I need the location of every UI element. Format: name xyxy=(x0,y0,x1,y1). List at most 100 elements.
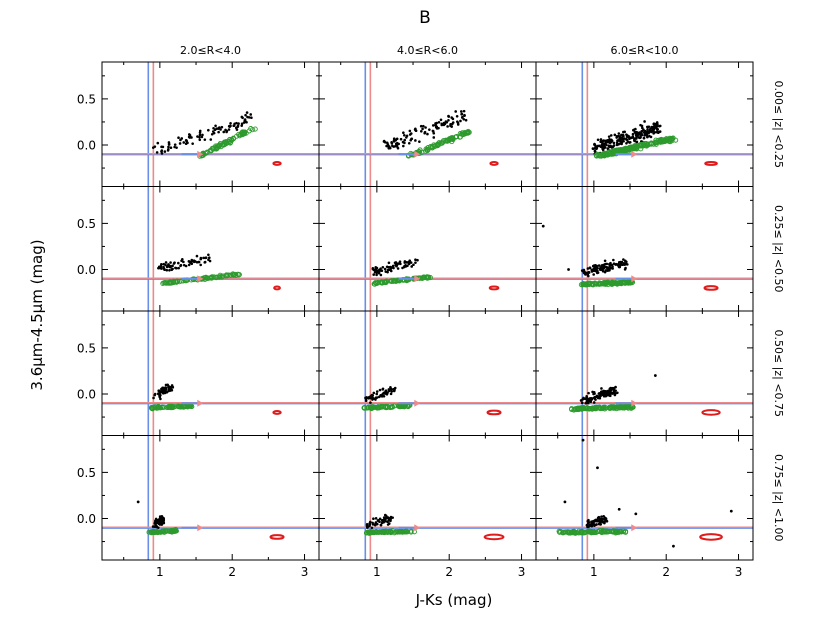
data-point-black xyxy=(615,136,618,139)
data-point-green xyxy=(406,277,412,283)
x-tick-label: 2 xyxy=(662,565,670,579)
data-point-black xyxy=(449,122,452,126)
data-point-black xyxy=(396,146,400,150)
data-point-outlier xyxy=(563,500,567,504)
data-point-black xyxy=(435,121,438,125)
x-tick-label: 1 xyxy=(590,565,598,579)
data-point-black xyxy=(160,262,163,266)
data-point-green xyxy=(425,144,431,151)
data-point-black xyxy=(388,265,392,269)
data-point-green xyxy=(595,281,601,287)
data-point-black xyxy=(431,124,435,127)
data-point-black xyxy=(365,523,369,526)
data-point-black xyxy=(599,138,603,141)
data-point-black xyxy=(658,124,662,128)
data-point-black xyxy=(422,124,425,128)
data-point-green xyxy=(223,272,230,278)
data-point-black xyxy=(375,392,379,396)
data-point-green xyxy=(181,404,187,410)
data-point-green xyxy=(594,529,601,535)
data-point-outlier xyxy=(634,512,638,516)
panel-plot-area xyxy=(536,435,753,560)
data-point-black xyxy=(592,273,595,276)
data-point-black xyxy=(618,139,622,143)
data-point-black xyxy=(618,263,622,267)
data-point-black xyxy=(600,390,603,394)
data-point-black xyxy=(604,394,608,398)
data-point-black xyxy=(379,273,383,277)
reddening-arrow-head xyxy=(631,275,638,283)
data-point-black xyxy=(604,517,608,520)
data-point-black xyxy=(174,266,177,270)
data-point-black xyxy=(208,256,211,260)
data-point-black xyxy=(623,137,626,140)
data-point-black xyxy=(409,261,413,264)
panel-plot-area xyxy=(536,186,753,311)
data-point-black xyxy=(586,401,590,405)
data-point-black xyxy=(419,124,423,128)
data-point-black xyxy=(382,516,386,519)
data-point-black xyxy=(398,260,402,263)
data-point-black xyxy=(589,523,593,527)
data-point-black xyxy=(386,268,390,272)
data-point-black xyxy=(192,259,196,262)
data-point-black xyxy=(602,390,606,393)
data-point-black xyxy=(234,126,238,130)
data-point-black xyxy=(402,144,405,148)
data-point-black xyxy=(160,522,164,526)
data-point-black xyxy=(584,401,588,405)
panel-frame xyxy=(535,61,754,187)
data-point-black xyxy=(596,138,600,142)
data-point-black xyxy=(164,261,168,264)
data-point-black xyxy=(643,120,646,123)
data-point-green xyxy=(146,529,152,535)
data-point-black xyxy=(611,265,614,268)
data-point-black xyxy=(412,263,415,267)
column-title: 2.0≤R<4.0 xyxy=(180,44,241,57)
data-point-black xyxy=(447,118,450,122)
data-point-black xyxy=(152,396,155,400)
y-tick-label: 0.0 xyxy=(77,388,96,402)
data-point-black xyxy=(379,523,383,527)
data-point-black xyxy=(197,260,200,264)
data-point-black xyxy=(389,392,393,396)
data-point-black xyxy=(229,124,232,128)
data-point-black xyxy=(439,118,443,122)
data-point-black xyxy=(584,271,587,274)
data-point-black xyxy=(374,398,377,401)
data-point-green xyxy=(379,279,385,285)
data-point-green xyxy=(207,275,213,281)
data-point-black xyxy=(604,519,607,523)
data-point-black xyxy=(166,383,169,387)
data-point-black xyxy=(160,152,164,155)
data-point-black xyxy=(157,389,160,393)
data-point-green xyxy=(625,404,631,410)
data-point-black xyxy=(160,520,164,523)
data-point-black xyxy=(611,267,614,270)
data-point-black xyxy=(645,125,649,129)
data-point-black xyxy=(408,133,412,136)
data-point-black xyxy=(595,264,599,268)
data-point-black xyxy=(592,267,596,271)
data-point-green xyxy=(400,529,406,535)
data-point-green xyxy=(368,529,374,535)
data-point-black xyxy=(456,120,459,123)
data-point-black xyxy=(652,122,656,125)
data-point-black xyxy=(160,145,163,149)
data-point-black xyxy=(373,270,377,274)
data-point-black xyxy=(641,129,644,133)
data-point-black xyxy=(203,256,207,260)
data-point-green xyxy=(164,280,170,286)
data-point-black xyxy=(207,128,210,132)
data-point-black xyxy=(606,147,610,150)
data-point-black xyxy=(387,388,391,391)
data-point-black xyxy=(229,122,232,125)
data-point-black xyxy=(214,124,217,128)
data-point-black xyxy=(454,110,457,113)
data-point-green xyxy=(159,529,165,535)
data-point-black xyxy=(593,142,596,146)
data-point-black xyxy=(181,258,184,261)
data-point-green xyxy=(434,143,440,149)
data-point-black xyxy=(369,396,372,400)
data-point-black xyxy=(612,258,615,262)
